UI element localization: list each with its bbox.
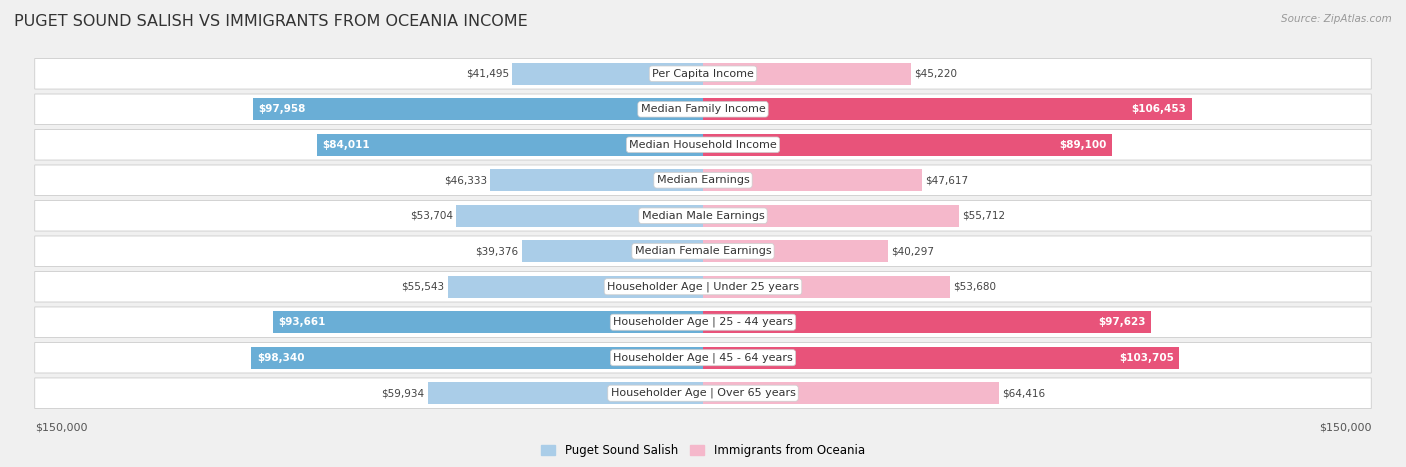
FancyBboxPatch shape [35,378,1371,409]
Bar [491,169,703,191]
Text: $45,220: $45,220 [914,69,957,79]
Text: Median Female Earnings: Median Female Earnings [634,246,772,256]
Bar [512,63,703,85]
Bar [703,205,959,227]
Bar [457,205,703,227]
Bar [252,347,703,369]
Text: $47,617: $47,617 [925,175,969,185]
FancyBboxPatch shape [35,271,1371,302]
Bar [703,311,1152,333]
Text: $39,376: $39,376 [475,246,519,256]
FancyBboxPatch shape [35,94,1371,125]
Text: $55,543: $55,543 [401,282,444,292]
Bar [703,169,922,191]
Text: $150,000: $150,000 [35,422,87,432]
Bar [703,382,998,404]
Bar [703,347,1180,369]
FancyBboxPatch shape [35,129,1371,160]
Text: $103,705: $103,705 [1119,353,1174,363]
Text: $55,712: $55,712 [962,211,1005,221]
Text: $84,011: $84,011 [322,140,370,150]
Text: $98,340: $98,340 [257,353,304,363]
Text: $59,934: $59,934 [381,388,425,398]
Text: Median Family Income: Median Family Income [641,104,765,114]
FancyBboxPatch shape [35,307,1371,338]
Text: PUGET SOUND SALISH VS IMMIGRANTS FROM OCEANIA INCOME: PUGET SOUND SALISH VS IMMIGRANTS FROM OC… [14,14,527,29]
Text: $64,416: $64,416 [1002,388,1046,398]
Bar [273,311,703,333]
Text: Per Capita Income: Per Capita Income [652,69,754,79]
FancyBboxPatch shape [35,342,1371,373]
Text: $97,958: $97,958 [259,104,307,114]
Text: Source: ZipAtlas.com: Source: ZipAtlas.com [1281,14,1392,24]
FancyBboxPatch shape [35,165,1371,196]
Text: $93,661: $93,661 [278,317,326,327]
Text: Householder Age | 25 - 44 years: Householder Age | 25 - 44 years [613,317,793,327]
Text: Median Male Earnings: Median Male Earnings [641,211,765,221]
FancyBboxPatch shape [35,200,1371,231]
Text: $106,453: $106,453 [1132,104,1187,114]
Bar [427,382,703,404]
FancyBboxPatch shape [35,58,1371,89]
Bar [522,240,703,262]
Text: Householder Age | 45 - 64 years: Householder Age | 45 - 64 years [613,353,793,363]
Bar [449,276,703,298]
Bar [253,98,703,120]
Text: $53,680: $53,680 [953,282,995,292]
Text: Householder Age | Under 25 years: Householder Age | Under 25 years [607,282,799,292]
Bar [703,240,889,262]
FancyBboxPatch shape [35,236,1371,267]
Bar [703,134,1112,156]
Text: $40,297: $40,297 [891,246,935,256]
Text: Median Household Income: Median Household Income [628,140,778,150]
Text: $41,495: $41,495 [465,69,509,79]
Bar [703,98,1192,120]
Text: $150,000: $150,000 [1319,422,1371,432]
Legend: Puget Sound Salish, Immigrants from Oceania: Puget Sound Salish, Immigrants from Ocea… [537,439,869,462]
Text: Householder Age | Over 65 years: Householder Age | Over 65 years [610,388,796,398]
Text: $89,100: $89,100 [1059,140,1107,150]
Text: $53,704: $53,704 [411,211,453,221]
Text: $46,333: $46,333 [444,175,486,185]
Bar [318,134,703,156]
Bar [703,276,949,298]
Bar [703,63,911,85]
Text: Median Earnings: Median Earnings [657,175,749,185]
Text: $97,623: $97,623 [1098,317,1146,327]
